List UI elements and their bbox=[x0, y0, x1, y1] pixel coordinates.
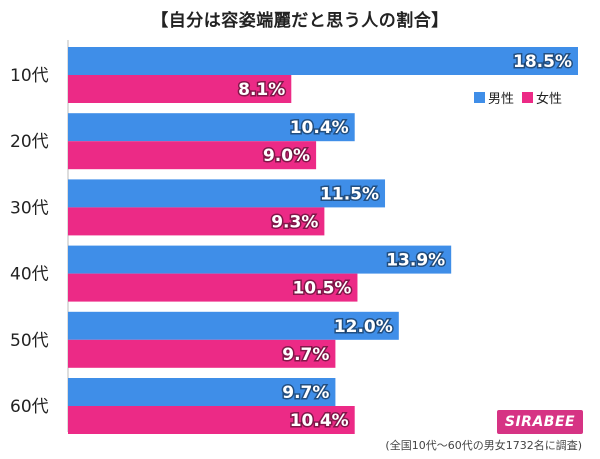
bar-male bbox=[68, 378, 336, 406]
bar-male bbox=[68, 47, 578, 75]
bar-male bbox=[68, 113, 355, 142]
category-label: 50代 bbox=[10, 331, 49, 351]
bar-value-label: 9.7% bbox=[282, 345, 329, 365]
bar-male bbox=[68, 245, 452, 274]
bar-value-label: 8.1% bbox=[238, 80, 285, 100]
bar-female bbox=[68, 273, 358, 302]
bar-value-label: 9.3% bbox=[271, 212, 318, 232]
legend-label-female: 女性 bbox=[536, 92, 563, 107]
footnote: (全国10代〜60代の男女1732名に調査) bbox=[385, 439, 582, 452]
bar-value-label: 18.5% bbox=[513, 52, 572, 72]
bar-value-label: 10.5% bbox=[292, 279, 351, 299]
bar-male bbox=[68, 179, 386, 208]
legend-label-male: 男性 bbox=[488, 92, 515, 107]
bar-female bbox=[68, 207, 325, 236]
bar-female bbox=[68, 339, 336, 368]
bar-value-label: 10.4% bbox=[290, 411, 349, 431]
category-label: 20代 bbox=[10, 132, 49, 152]
sirabee-logo: SIRABEE bbox=[497, 410, 583, 434]
bar-value-label: 12.0% bbox=[334, 317, 393, 337]
bar-value-label: 13.9% bbox=[386, 251, 445, 271]
bar-value-label: 11.5% bbox=[320, 184, 379, 204]
bar-female bbox=[68, 406, 355, 434]
category-label: 30代 bbox=[10, 198, 49, 218]
bar-value-label: 10.4% bbox=[290, 118, 349, 138]
category-label: 40代 bbox=[10, 265, 49, 285]
category-label: 10代 bbox=[10, 66, 49, 86]
bar-male bbox=[68, 311, 399, 340]
category-label: 60代 bbox=[10, 397, 49, 417]
legend-item-female: 女性 bbox=[522, 88, 562, 107]
legend-swatch-male bbox=[474, 92, 485, 103]
legend-item-male: 男性 bbox=[474, 88, 514, 107]
bar-value-label: 9.7% bbox=[282, 383, 329, 403]
bar-female bbox=[68, 141, 317, 170]
bar-female bbox=[68, 75, 292, 103]
chart-title: 【自分は容姿端麗だと思う人の割合】 bbox=[151, 11, 449, 31]
legend: 男性 女性 bbox=[470, 86, 567, 109]
bar-value-label: 9.0% bbox=[263, 146, 310, 166]
legend-swatch-female bbox=[522, 92, 534, 103]
